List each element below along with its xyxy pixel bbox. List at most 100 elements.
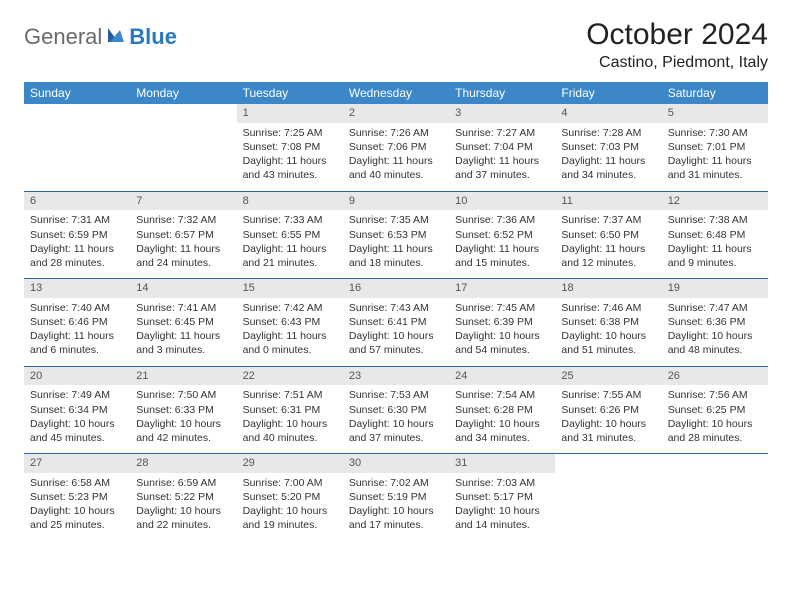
sunset-text: Sunset: 5:22 PM bbox=[136, 490, 230, 504]
calendar-cell: 21Sunrise: 7:50 AMSunset: 6:33 PMDayligh… bbox=[130, 366, 236, 454]
sunrise-text: Sunrise: 7:03 AM bbox=[455, 476, 549, 490]
day-number: 26 bbox=[662, 367, 768, 386]
day-number: 6 bbox=[24, 192, 130, 211]
sunset-text: Sunset: 7:08 PM bbox=[243, 140, 337, 154]
daylight-text: Daylight: 10 hours bbox=[455, 417, 549, 431]
calendar-cell: 13Sunrise: 7:40 AMSunset: 6:46 PMDayligh… bbox=[24, 279, 130, 367]
daylight-text: Daylight: 10 hours bbox=[455, 329, 549, 343]
daylight-text: and 24 minutes. bbox=[136, 256, 230, 270]
calendar-row: 6Sunrise: 7:31 AMSunset: 6:59 PMDaylight… bbox=[24, 191, 768, 279]
sunrise-text: Sunrise: 7:50 AM bbox=[136, 388, 230, 402]
day-number: 20 bbox=[24, 367, 130, 386]
daylight-text: and 28 minutes. bbox=[30, 256, 124, 270]
calendar-cell: 11Sunrise: 7:37 AMSunset: 6:50 PMDayligh… bbox=[555, 191, 661, 279]
calendar-cell: 6 Sunrise: 7:31 AMSunset: 6:59 PMDaylight… bbox=[24, 191, 130, 279]
daylight-text: and 45 minutes. bbox=[30, 431, 124, 445]
sunrise-text: Sunrise: 7:31 AM bbox=[30, 213, 124, 227]
calendar-cell: 24Sunrise: 7:54 AMSunset: 6:28 PMDayligh… bbox=[449, 366, 555, 454]
calendar-cell: 4Sunrise: 7:28 AMSunset: 7:03 PMDaylight… bbox=[555, 104, 661, 191]
sunrise-text: Sunrise: 7:45 AM bbox=[455, 301, 549, 315]
sunset-text: Sunset: 6:43 PM bbox=[243, 315, 337, 329]
daylight-text: Daylight: 10 hours bbox=[136, 417, 230, 431]
daylight-text: and 17 minutes. bbox=[349, 518, 443, 532]
calendar-cell: 1Sunrise: 7:25 AMSunset: 7:08 PMDaylight… bbox=[237, 104, 343, 191]
daylight-text: and 51 minutes. bbox=[561, 343, 655, 357]
month-title: October 2024 bbox=[586, 18, 768, 52]
title-block: October 2024 Castino, Piedmont, Italy bbox=[586, 18, 768, 72]
calendar-cell: 30Sunrise: 7:02 AMSunset: 5:19 PMDayligh… bbox=[343, 454, 449, 541]
daylight-text: Daylight: 11 hours bbox=[561, 242, 655, 256]
calendar-row: ..1Sunrise: 7:25 AMSunset: 7:08 PMDaylig… bbox=[24, 104, 768, 191]
sunset-text: Sunset: 7:04 PM bbox=[455, 140, 549, 154]
sunrise-text: Sunrise: 7:46 AM bbox=[561, 301, 655, 315]
daylight-text: Daylight: 11 hours bbox=[349, 154, 443, 168]
sunrise-text: Sunrise: 7:33 AM bbox=[243, 213, 337, 227]
day-number: 3 bbox=[449, 104, 555, 123]
daylight-text: and 19 minutes. bbox=[243, 518, 337, 532]
day-number: 14 bbox=[130, 279, 236, 298]
calendar-cell: 15Sunrise: 7:42 AMSunset: 6:43 PMDayligh… bbox=[237, 279, 343, 367]
day-header: Sunday bbox=[24, 82, 130, 104]
sunrise-text: Sunrise: 7:40 AM bbox=[30, 301, 124, 315]
sunset-text: Sunset: 6:53 PM bbox=[349, 228, 443, 242]
sunrise-text: Sunrise: 7:51 AM bbox=[243, 388, 337, 402]
day-number: 27 bbox=[24, 454, 130, 473]
sunset-text: Sunset: 6:28 PM bbox=[455, 403, 549, 417]
sunrise-text: Sunrise: 7:37 AM bbox=[561, 213, 655, 227]
calendar-cell: 12Sunrise: 7:38 AMSunset: 6:48 PMDayligh… bbox=[662, 191, 768, 279]
calendar-cell: 25Sunrise: 7:55 AMSunset: 6:26 PMDayligh… bbox=[555, 366, 661, 454]
daylight-text: Daylight: 10 hours bbox=[243, 504, 337, 518]
calendar-cell: 29Sunrise: 7:00 AMSunset: 5:20 PMDayligh… bbox=[237, 454, 343, 541]
daylight-text: and 0 minutes. bbox=[243, 343, 337, 357]
day-number: 10 bbox=[449, 192, 555, 211]
daylight-text: Daylight: 10 hours bbox=[30, 504, 124, 518]
calendar-cell: 28Sunrise: 6:59 AMSunset: 5:22 PMDayligh… bbox=[130, 454, 236, 541]
daylight-text: Daylight: 10 hours bbox=[136, 504, 230, 518]
calendar-cell: 16Sunrise: 7:43 AMSunset: 6:41 PMDayligh… bbox=[343, 279, 449, 367]
day-number: 5 bbox=[662, 104, 768, 123]
daylight-text: Daylight: 11 hours bbox=[30, 242, 124, 256]
calendar-cell: . bbox=[555, 454, 661, 541]
day-number: 9 bbox=[343, 192, 449, 211]
daylight-text: Daylight: 11 hours bbox=[668, 242, 762, 256]
sunrise-text: Sunrise: 6:58 AM bbox=[30, 476, 124, 490]
day-number: 28 bbox=[130, 454, 236, 473]
sunset-text: Sunset: 6:36 PM bbox=[668, 315, 762, 329]
sunset-text: Sunset: 6:33 PM bbox=[136, 403, 230, 417]
daylight-text: and 54 minutes. bbox=[455, 343, 549, 357]
daylight-text: Daylight: 10 hours bbox=[30, 417, 124, 431]
day-number: 25 bbox=[555, 367, 661, 386]
sunset-text: Sunset: 7:06 PM bbox=[349, 140, 443, 154]
sunrise-text: Sunrise: 7:55 AM bbox=[561, 388, 655, 402]
daylight-text: and 34 minutes. bbox=[561, 168, 655, 182]
day-number: 13 bbox=[24, 279, 130, 298]
day-number: 23 bbox=[343, 367, 449, 386]
calendar-cell: 20Sunrise: 7:49 AMSunset: 6:34 PMDayligh… bbox=[24, 366, 130, 454]
day-number: 2 bbox=[343, 104, 449, 123]
sunset-text: Sunset: 6:45 PM bbox=[136, 315, 230, 329]
sunset-text: Sunset: 6:41 PM bbox=[349, 315, 443, 329]
sunset-text: Sunset: 5:19 PM bbox=[349, 490, 443, 504]
daylight-text: Daylight: 11 hours bbox=[455, 242, 549, 256]
calendar-cell: . bbox=[24, 104, 130, 191]
daylight-text: and 37 minutes. bbox=[455, 168, 549, 182]
day-header: Saturday bbox=[662, 82, 768, 104]
sunset-text: Sunset: 6:59 PM bbox=[30, 228, 124, 242]
sunset-text: Sunset: 6:55 PM bbox=[243, 228, 337, 242]
sunset-text: Sunset: 6:39 PM bbox=[455, 315, 549, 329]
sunrise-text: Sunrise: 7:43 AM bbox=[349, 301, 443, 315]
calendar-row: 20Sunrise: 7:49 AMSunset: 6:34 PMDayligh… bbox=[24, 366, 768, 454]
sunrise-text: Sunrise: 7:30 AM bbox=[668, 126, 762, 140]
daylight-text: and 25 minutes. bbox=[30, 518, 124, 532]
sunrise-text: Sunrise: 7:42 AM bbox=[243, 301, 337, 315]
calendar-cell: 14Sunrise: 7:41 AMSunset: 6:45 PMDayligh… bbox=[130, 279, 236, 367]
calendar-cell: 3Sunrise: 7:27 AMSunset: 7:04 PMDaylight… bbox=[449, 104, 555, 191]
calendar-cell: 18Sunrise: 7:46 AMSunset: 6:38 PMDayligh… bbox=[555, 279, 661, 367]
day-number: 15 bbox=[237, 279, 343, 298]
calendar-cell: . bbox=[662, 454, 768, 541]
daylight-text: and 21 minutes. bbox=[243, 256, 337, 270]
daylight-text: and 22 minutes. bbox=[136, 518, 230, 532]
daylight-text: Daylight: 11 hours bbox=[243, 242, 337, 256]
calendar-cell: . bbox=[130, 104, 236, 191]
daylight-text: Daylight: 10 hours bbox=[561, 329, 655, 343]
